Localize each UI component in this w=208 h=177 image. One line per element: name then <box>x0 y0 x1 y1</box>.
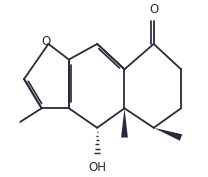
Text: OH: OH <box>88 161 106 174</box>
Polygon shape <box>121 108 128 138</box>
Polygon shape <box>154 128 182 141</box>
Text: O: O <box>149 3 158 16</box>
Text: O: O <box>42 35 51 48</box>
